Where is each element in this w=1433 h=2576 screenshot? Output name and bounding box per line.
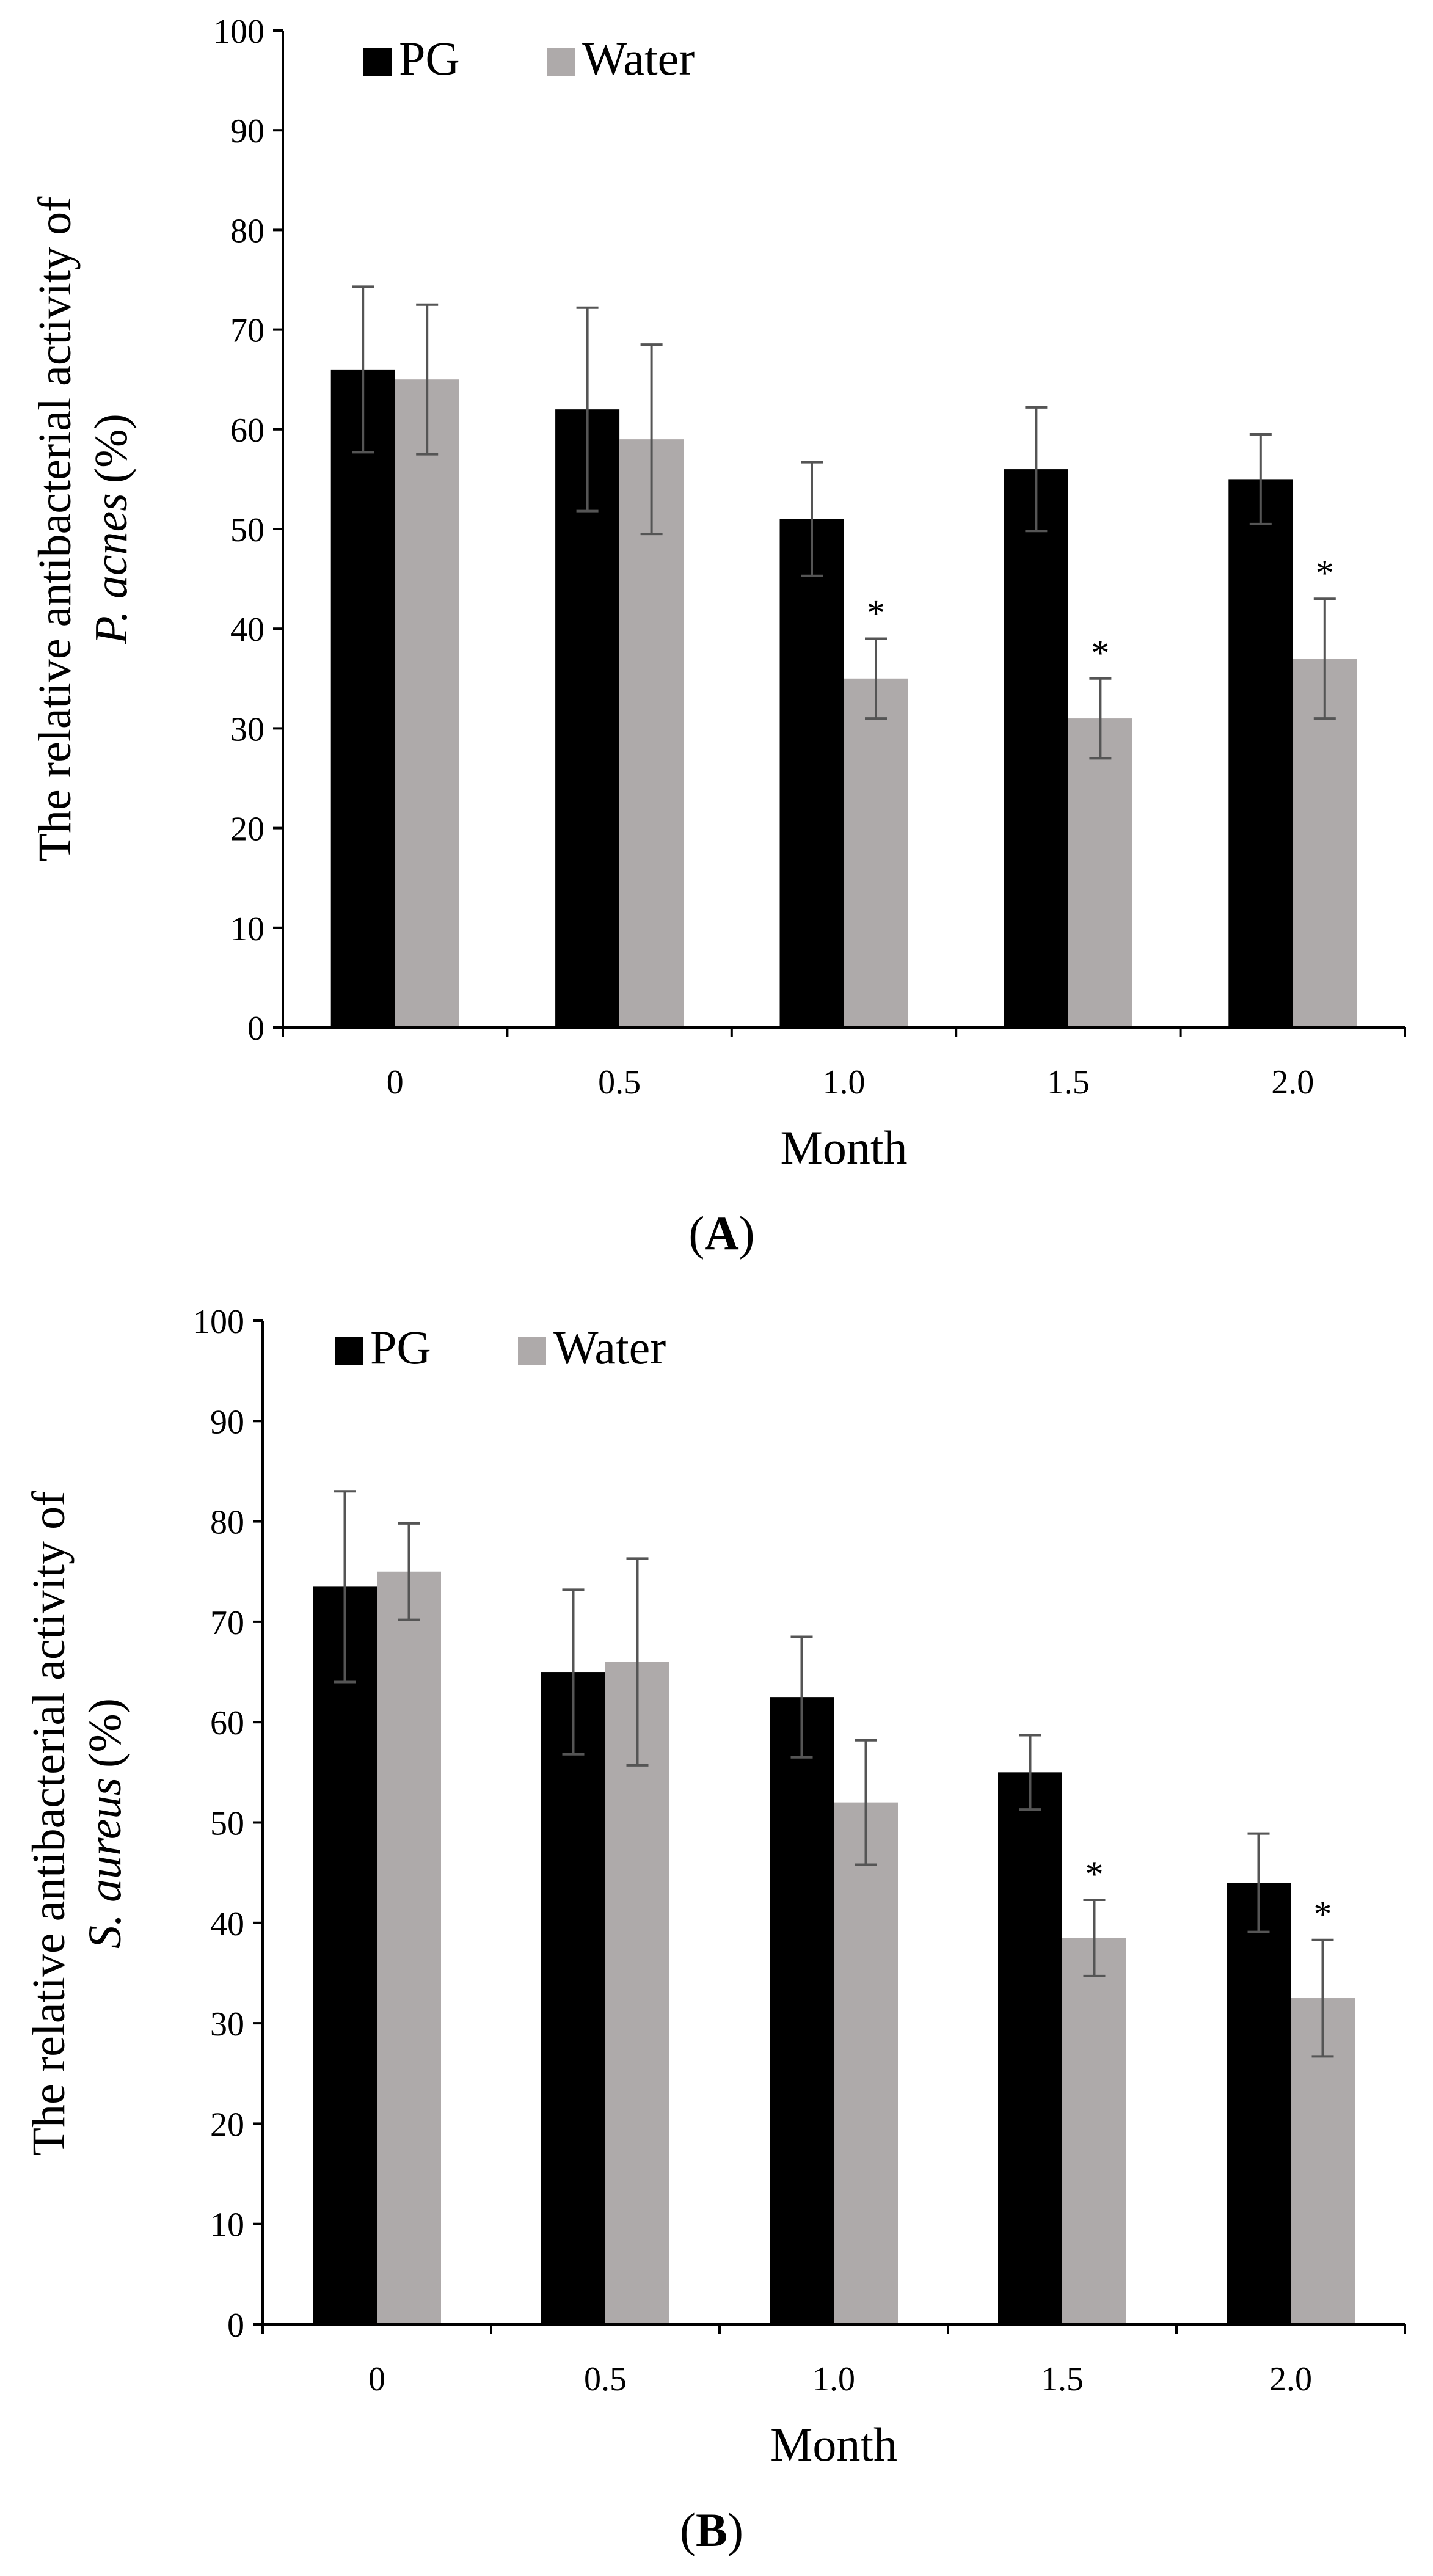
legend-swatch-a-water: [547, 48, 575, 76]
x-tick-label-b-1: 0.5: [584, 2360, 627, 2398]
panel-b-chart: * * 0 10 20 30 40 50 60 70 80 90 100 0 0.5 1.0 1.5 2.0 Mon…: [23, 1303, 1406, 2556]
legend-swatch-a-pg: [363, 48, 392, 76]
bar-a-pg-0: [330, 369, 395, 1027]
bar-b-pg-2: [770, 1697, 834, 2324]
y-tick-label-a-1: 10: [230, 910, 264, 948]
bar-b-pg-0: [313, 1586, 377, 2324]
y-tick-label-b-6: 60: [210, 1704, 244, 1742]
x-tick-label-a-0: 0: [387, 1064, 404, 1101]
y-tick-label-b-8: 80: [210, 1504, 244, 1542]
legend-label-a-water: Water: [582, 32, 695, 85]
x-tick-label-a-2: 1.0: [823, 1064, 866, 1101]
x-tick-label-a-3: 1.5: [1047, 1064, 1090, 1101]
y-axis-title-unit-a: (%): [86, 414, 137, 483]
y-tick-label-a-7: 70: [230, 312, 264, 350]
panel-label-open-b: (: [680, 2503, 696, 2556]
y-tick-label-a-5: 50: [230, 511, 264, 549]
y-tick-label-a-6: 60: [230, 412, 264, 450]
panel-label-letter-a: A: [704, 1206, 738, 1260]
significance-star-a-water-2: *: [867, 593, 885, 633]
y-tick-label-a-2: 20: [230, 811, 264, 848]
bar-b-water-3: [1062, 1938, 1126, 2324]
y-axis-title-a: The relative antibacterial activity of P.…: [29, 196, 137, 861]
y-tick-label-a-8: 80: [230, 212, 264, 250]
bar-a-water-4: [1293, 659, 1357, 1027]
panel-label-b: (B): [680, 2503, 743, 2556]
bar-b-water-1: [605, 1662, 669, 2324]
y-tick-label-a-0: 0: [247, 1010, 264, 1048]
x-tick-label-b-4: 2.0: [1269, 2360, 1312, 2398]
x-tick-label-b-0: 0: [368, 2360, 385, 2398]
y-tick-label-b-3: 30: [210, 2005, 244, 2043]
legend-label-b-water: Water: [553, 1321, 666, 1374]
y-tick-label-a-10: 100: [213, 13, 264, 51]
y-tick-label-b-5: 50: [210, 1805, 244, 1843]
y-tick-label-b-7: 70: [210, 1604, 244, 1642]
bar-a-pg-3: [1004, 469, 1068, 1027]
y-axis-title-organism-b: S. aureus: [79, 1778, 131, 1949]
y-axis-title-unit-b: (%): [79, 1698, 131, 1768]
y-tick-label-b-2: 20: [210, 2106, 244, 2144]
bar-a-water-3: [1068, 718, 1132, 1027]
legend-swatch-b-pg: [335, 1337, 363, 1365]
y-tick-label-a-9: 90: [230, 112, 264, 150]
bar-a-water-2: [844, 678, 908, 1027]
y-tick-label-a-4: 40: [230, 611, 264, 649]
significance-star-b-water-3: *: [1085, 1854, 1104, 1894]
y-tick-label-b-10: 100: [193, 1303, 244, 1341]
bar-a-pg-1: [555, 409, 620, 1027]
y-tick-label-b-4: 40: [210, 1905, 244, 1943]
x-tick-label-a-4: 2.0: [1271, 1064, 1314, 1101]
bar-a-pg-4: [1228, 479, 1293, 1027]
bar-a-water-1: [619, 439, 684, 1027]
x-axis-title-a: Month: [780, 1121, 907, 1174]
panel-label-close-a: ): [739, 1206, 755, 1260]
bar-b-water-0: [377, 1571, 441, 2324]
x-tick-label-b-2: 1.0: [812, 2360, 855, 2398]
bar-b-pg-3: [998, 1772, 1062, 2324]
legend-label-b-pg: PG: [370, 1321, 431, 1374]
y-tick-label-b-1: 10: [210, 2206, 244, 2244]
significance-star-b-water-4: *: [1314, 1894, 1332, 1935]
panel-a-chart: * * * 0 10 20 30 40 50 60 70 80 90 100 0 0.5 1.0 1.5 2.0 Mo…: [29, 13, 1406, 1260]
panel-label-a: (A): [688, 1206, 754, 1260]
x-tick-label-b-3: 1.5: [1041, 2360, 1084, 2398]
significance-star-a-water-3: *: [1091, 633, 1109, 673]
bar-b-water-2: [834, 1802, 898, 2324]
significance-star-a-water-4: *: [1316, 553, 1334, 593]
legend-label-a-pg: PG: [399, 32, 460, 85]
y-tick-label-b-0: 0: [227, 2307, 244, 2344]
y-tick-label-a-3: 30: [230, 710, 264, 748]
bar-b-pg-4: [1227, 1883, 1291, 2324]
legend-swatch-b-water: [518, 1337, 546, 1365]
bar-b-pg-1: [541, 1672, 605, 2324]
panel-label-close-b: ): [727, 2503, 743, 2556]
y-axis-title-line1-a: The relative antibacterial activity of: [29, 196, 81, 861]
y-axis-title-b: The relative antibacterial activity of S.…: [23, 1491, 131, 2156]
bar-a-pg-2: [779, 519, 844, 1027]
panel-label-letter-b: B: [696, 2503, 727, 2556]
panel-label-open-a: (: [688, 1206, 704, 1260]
x-tick-label-a-1: 0.5: [598, 1064, 641, 1101]
bar-a-water-0: [395, 379, 459, 1028]
y-axis-title-line1-b: The relative antibacterial activity of: [23, 1491, 75, 2156]
y-tick-label-b-9: 90: [210, 1403, 244, 1441]
x-axis-title-b: Month: [770, 2418, 897, 2471]
y-axis-title-organism-a: P. acnes: [86, 493, 137, 645]
